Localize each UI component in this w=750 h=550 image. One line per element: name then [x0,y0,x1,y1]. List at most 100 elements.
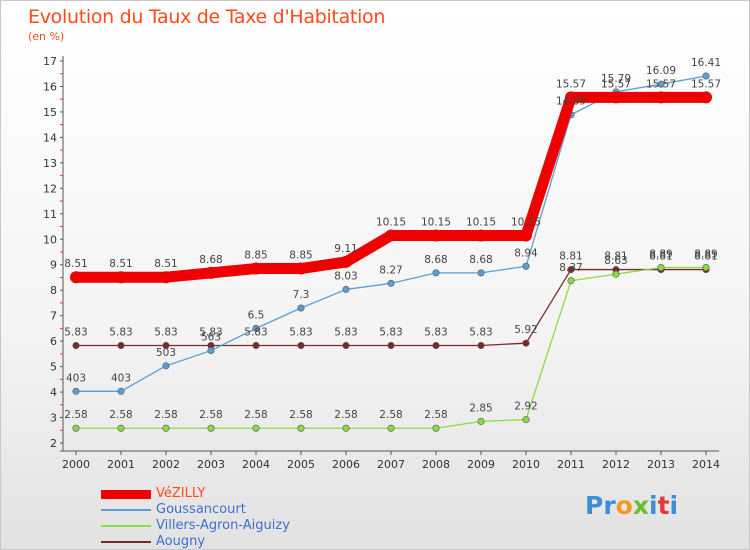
data-point [340,255,352,268]
y-tick-label: 14 [43,131,57,144]
data-label: 8.81 [694,251,717,263]
x-tick-label: 2010 [512,458,540,471]
chart-subtitle: (en %) [28,30,65,43]
data-point [700,91,712,104]
data-label: 8.51 [64,258,87,270]
x-tick-label: 2007 [377,458,405,471]
data-label: 8.68 [199,254,222,266]
data-label: 14.89 [556,96,586,108]
logo-letter: x [632,491,649,520]
data-point [342,424,350,432]
y-tick-label: 5 [50,361,57,374]
data-label: 8.81 [559,251,582,263]
data-label: 2.85 [469,402,492,414]
data-label: 5.83 [244,326,267,338]
x-tick-label: 2002 [152,458,180,471]
data-point [520,229,532,242]
x-tick-label: 2009 [467,458,495,471]
y-tick-label: 8 [50,284,57,297]
data-point [252,424,260,432]
y-tick-label: 11 [43,208,57,221]
data-point [205,266,217,279]
x-tick-label: 2013 [647,458,675,471]
y-tick-label: 4 [50,386,57,399]
data-label: 5.83 [109,326,132,338]
chart-title: Evolution du Taux de Taxe d'Habitation [28,6,386,28]
data-label: 8.89 [694,249,717,261]
data-label: 16.41 [691,57,721,69]
data-label: 6.5 [248,309,265,321]
data-point [477,269,485,277]
y-tick-label: 12 [43,182,57,195]
data-label: 10.15 [421,216,451,228]
data-point [117,424,125,432]
data-point [252,341,260,349]
data-point [432,341,440,349]
data-label: 5.83 [154,326,177,338]
data-point [162,424,170,432]
x-tick-label: 2005 [287,458,315,471]
data-label: 503 [156,347,176,359]
data-label: 8.03 [334,270,357,282]
proxiti-logo: Proxiti [585,491,678,520]
data-label: 5.92 [514,324,537,336]
data-label: 15.79 [601,73,631,85]
x-tick-label: 2012 [602,458,630,471]
data-point [72,341,80,349]
data-point [612,270,620,278]
y-tick-label: 16 [43,80,57,93]
data-label: 2.58 [109,409,132,421]
y-tick-label: 13 [43,157,57,170]
data-label: 2.58 [199,409,222,421]
data-point [430,229,442,242]
data-label: 403 [66,372,86,384]
x-tick-label: 2003 [197,458,225,471]
data-label: 2.58 [289,409,312,421]
data-point [72,424,80,432]
y-tick-label: 7 [50,310,57,323]
legend-label-goussancourt: Goussancourt [156,502,246,517]
data-point [522,339,530,347]
x-tick-label: 2001 [107,458,135,471]
logo-letter: P [585,491,604,520]
data-point [72,387,80,395]
y-tick-label: 9 [50,259,57,272]
data-label: 15.57 [646,78,676,90]
data-label: 8.27 [379,264,402,276]
legend-swatch-vezilly [101,490,151,499]
data-point [522,262,530,270]
data-label: 5.83 [469,326,492,338]
y-tick-label: 10 [43,233,57,246]
x-tick-label: 2014 [692,458,720,471]
x-tick-label: 2000 [62,458,90,471]
data-point [702,72,710,80]
legend-label-villers: Villers-Agron-Aiguizy [156,518,290,533]
logo-letter: t [657,491,670,520]
data-label: 15.57 [691,78,721,90]
data-label: 5.83 [334,326,357,338]
data-point [610,91,622,104]
data-point [297,341,305,349]
data-label: 15.57 [556,78,586,90]
y-tick-label: 17 [43,55,57,68]
data-label: 5.83 [379,326,402,338]
legend-label-aougny: Aougny [156,534,206,549]
data-point [432,269,440,277]
data-point [565,91,577,104]
data-label: 8.94 [514,247,538,259]
data-label: 563 [201,332,221,344]
data-point [162,362,170,370]
logo-letter: i [669,491,679,520]
data-label: 16.09 [646,65,676,77]
data-point [70,271,82,284]
data-label: 403 [111,372,131,384]
data-label: 9.11 [334,243,357,255]
data-point [297,424,305,432]
data-point [475,229,487,242]
data-point [432,424,440,432]
data-label: 5.83 [289,326,312,338]
data-label: 2.58 [154,409,177,421]
x-tick-label: 2006 [332,458,360,471]
data-point [297,304,305,312]
data-point [295,262,307,275]
